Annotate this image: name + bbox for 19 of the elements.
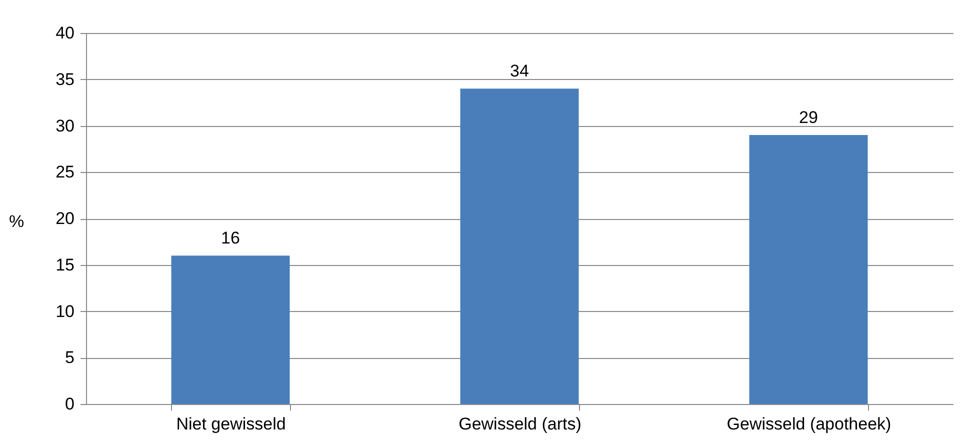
bar bbox=[460, 88, 579, 404]
y-tick-label: 30 bbox=[56, 116, 74, 136]
y-tick-label: 25 bbox=[56, 162, 74, 182]
y-axis-title: % bbox=[8, 212, 24, 231]
data-label: 16 bbox=[221, 228, 240, 248]
y-tick-label: 35 bbox=[56, 70, 74, 89]
x-tick-label: Niet gewisseld bbox=[176, 414, 286, 434]
y-tick-label: 20 bbox=[56, 209, 74, 228]
y-tick-label: 5 bbox=[65, 348, 74, 368]
y-tick-label: 10 bbox=[56, 302, 74, 321]
x-tick-label: Gewisseld (arts) bbox=[458, 414, 582, 434]
y-tick-label: 15 bbox=[56, 255, 74, 274]
bar bbox=[171, 256, 290, 404]
y-tick-label: 40 bbox=[56, 24, 74, 42]
y-tick-label: 0 bbox=[65, 394, 74, 414]
data-label: 29 bbox=[799, 108, 818, 128]
data-label: 34 bbox=[510, 62, 529, 81]
bar bbox=[749, 135, 868, 404]
x-tick-label: Gewisseld (apotheek) bbox=[726, 414, 892, 434]
